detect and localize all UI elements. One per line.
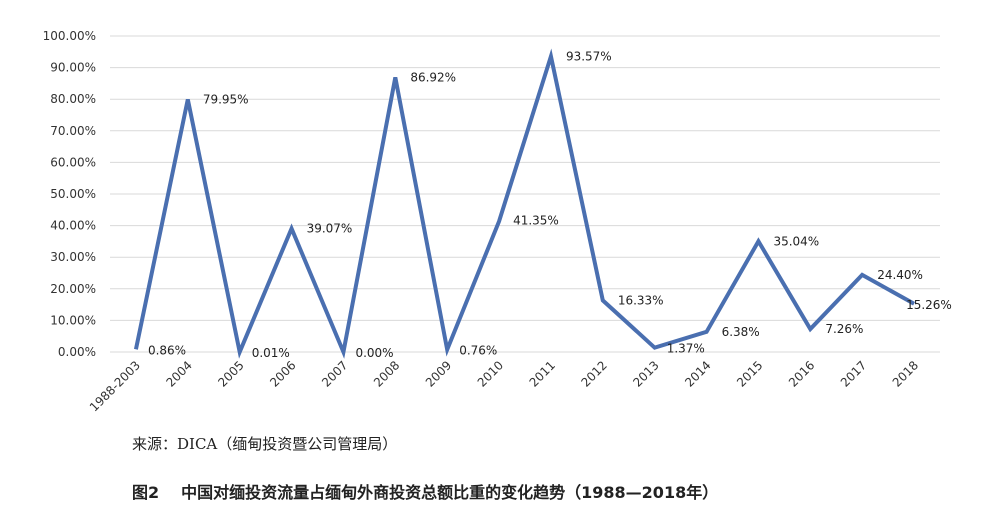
- data-label: 93.57%: [566, 49, 612, 63]
- x-tick-label: 2006: [267, 358, 298, 389]
- gridlines: [110, 35, 940, 353]
- x-tick-label: 2015: [734, 358, 765, 389]
- data-label: 35.04%: [773, 234, 819, 248]
- data-label: 24.40%: [877, 268, 923, 282]
- y-tick-label: 30.00%: [50, 250, 96, 264]
- x-tick-label: 2017: [838, 358, 869, 389]
- y-tick-label: 10.00%: [50, 313, 96, 327]
- x-tick-label: 2005: [215, 358, 246, 389]
- figure-title: 中国对缅投资流量占缅甸外商投资总额比重的变化趋势（1988—2018年）: [181, 483, 719, 502]
- y-tick-label: 40.00%: [50, 219, 96, 233]
- series-line-group: [133, 48, 916, 359]
- y-tick-label: 60.00%: [50, 155, 96, 169]
- figure-number: 图2: [132, 483, 160, 502]
- data-label: 15.26%: [906, 298, 952, 312]
- x-tick-label: 2010: [475, 358, 506, 389]
- data-label: 86.92%: [410, 70, 456, 84]
- x-tick-label: 2011: [527, 358, 558, 389]
- data-label: 7.26%: [825, 322, 863, 336]
- y-axis-ticks: 0.00% 10.00% 20.00% 30.00% 40.00% 50.00% 60.00…: [43, 29, 96, 359]
- x-tick-label: 2014: [682, 358, 713, 389]
- source-note: 来源：DICA（缅甸投资暨公司管理局）: [132, 435, 398, 453]
- data-label: 0.86%: [148, 343, 186, 357]
- x-tick-label: 2004: [163, 358, 194, 389]
- x-tick-label: 2008: [371, 358, 402, 389]
- x-tick-label: 1988-2003: [87, 358, 143, 414]
- data-label: 1.37%: [667, 342, 705, 356]
- line-chart: 0.00% 10.00% 20.00% 30.00% 40.00% 50.00% 60.00…: [43, 29, 952, 414]
- data-label: 0.01%: [252, 346, 290, 360]
- figure-caption: 图2 中国对缅投资流量占缅甸外商投资总额比重的变化趋势（1988—2018年）: [132, 479, 718, 503]
- data-label: 16.33%: [618, 293, 664, 307]
- data-label: 79.95%: [203, 92, 249, 106]
- y-tick-label: 80.00%: [50, 92, 96, 106]
- y-tick-label: 20.00%: [50, 282, 96, 296]
- x-tick-label: 2007: [319, 358, 350, 389]
- data-label: 0.76%: [459, 344, 497, 358]
- series-line: [133, 48, 916, 359]
- x-tick-label: 2018: [890, 358, 921, 389]
- x-tick-label: 2016: [786, 358, 817, 389]
- data-label: 41.35%: [513, 213, 559, 227]
- y-tick-label: 100.00%: [43, 29, 96, 43]
- data-label: 39.07%: [307, 222, 353, 236]
- y-tick-label: 50.00%: [50, 187, 96, 201]
- y-tick-label: 0.00%: [58, 345, 96, 359]
- y-tick-label: 70.00%: [50, 124, 96, 138]
- x-tick-label: 2012: [578, 358, 609, 389]
- y-tick-label: 90.00%: [50, 61, 96, 75]
- x-axis-ticks: 1988-2003 2004 2005 2006 2007 2008 2009 2010 201…: [87, 358, 921, 414]
- data-label: 6.38%: [722, 325, 760, 339]
- data-label: 0.00%: [355, 346, 393, 360]
- x-tick-label: 2013: [630, 358, 661, 389]
- x-tick-label: 2009: [423, 358, 454, 389]
- data-labels: 0.86% 79.95% 0.01% 39.07% 0.00% 86.92% 0.76% 41…: [148, 49, 952, 360]
